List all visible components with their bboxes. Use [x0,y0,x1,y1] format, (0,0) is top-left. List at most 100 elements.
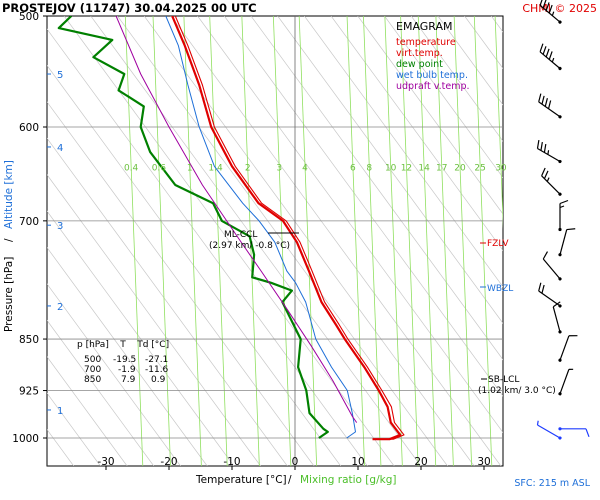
wind-barb [558,228,576,257]
wind-barb-flag [536,139,540,149]
mixing-ratio-line [417,16,437,466]
wind-barb-flag [541,167,546,177]
wet-bulb-line [165,16,356,439]
pressure-tick-label: 600 [19,122,39,134]
wind-barb-dot [558,66,562,71]
x-axis-label-mixing: Mixing ratio [g/kg] [300,474,396,486]
mixing-ratio-label: 25 [474,163,485,173]
wind-barb-dot [558,192,562,196]
isotherm-line [47,319,155,466]
isotherm-line [197,16,503,434]
y-axis-title: Pressure [hPa] / Altitude [km] [3,160,15,332]
wind-barb-dot [558,436,562,440]
fzlv-label: FZLV [487,239,509,249]
altitude-tick-labels: 1 2 3 4 5 [47,70,63,417]
pressure-tick-label: 1000 [12,433,39,445]
isotherm-line [170,16,502,466]
wind-barb [539,43,562,71]
wind-barb-half [536,420,539,426]
mixing-ratio-label: 1.4 [208,163,223,173]
temperature-line [171,16,402,441]
temperature-tick-label: -30 [97,456,114,468]
sb-lcl-annotation: SB-LCL (1.02 km/ 3.0 °C) [478,375,556,396]
wind-barb-staff [537,147,561,163]
wind-barb-staff [537,424,561,439]
wind-barb [542,251,562,281]
wind-barb-dot [558,392,562,396]
wind-barb-staff [559,335,570,361]
wind-barb-half [551,11,555,16]
isotherm-line [47,174,261,466]
wind-barb-flag [542,0,547,9]
wind-barb-flag [542,46,547,55]
ml-ccl-label: ML-CCL [224,230,257,240]
table-header: p [hPa] T Td [°C] [77,340,169,350]
mixing-ratio-label: 10 [385,163,397,173]
wind-barb-flag [547,100,552,109]
wind-barb-flag [585,428,590,438]
isotherm-line [330,16,503,252]
table-cell-td: -27.1 [145,355,168,365]
temperature-tick-label: -10 [223,456,240,468]
wind-barb [558,368,574,396]
mixing-ratio-line [298,16,318,466]
mixing-ratio-line [453,16,473,466]
wind-barb-flag [566,228,576,231]
table-cell-p: 850 [84,375,101,385]
isotherm-line [277,16,503,324]
wind-barb-flag [543,170,549,179]
isotherm-line [571,16,600,466]
mixing-ratio-line [152,16,171,466]
isotherm-line [47,28,368,466]
mixing-ratio-line [272,16,292,466]
wind-barb [536,420,562,440]
wind-barb-flag [548,51,553,60]
mixing-ratio-line [183,16,202,466]
mixing-ratio-label: 4 [302,163,308,173]
sounding-table: p [hPa] T Td [°C] 500 -19.5 -27.1 700 -1… [77,340,169,385]
isotherm-line [47,210,235,466]
legend-item-wet-bulb: wet bulb temp. [396,70,468,81]
updraft-virtual-temperature-line [115,16,358,423]
credit-label: CHMI © 2025 [522,2,597,15]
sb-lcl-value: (1.02 km/ 3.0 °C) [478,386,556,396]
isotherm-line [357,16,503,215]
virtual-temperature-line [174,16,405,440]
x-axis-title: Temperature [°C] / Mixing ratio [g/kg] [195,474,396,486]
mixing-ratio-label: 14 [418,163,430,173]
wind-barb-staff [538,290,561,307]
mixing-ratio-label: 8 [366,163,372,173]
table-cell-td: -11.6 [145,365,169,375]
wind-barbs [536,0,590,440]
pressure-tick-label: 500 [19,11,39,23]
wind-barb-dot [558,20,562,24]
pressure-tick-label: 925 [19,386,39,398]
wind-barb-dot [558,330,562,334]
wind-barb-half [547,150,550,155]
wind-barb [558,335,578,362]
ml-ccl-value: (2.97 km/ -0.8 °C) [209,241,290,251]
altitude-tick-label: 3 [57,221,63,232]
isotherm-line [47,64,341,466]
chart-header-title: PROSTEJOV (11747) 30.04.2025 00 UTC [2,1,257,15]
mixing-ratio-line [435,16,454,466]
mixing-ratio-label: 12 [401,163,412,173]
mixing-ratio-label: 1 [187,163,193,173]
temperature-tick-label: 0 [292,456,299,468]
altitude-tick-label: 1 [57,406,63,417]
sb-lcl-label: SB-LCL [488,375,519,385]
wind-barb [552,301,562,334]
legend-item-dew-point: dew point [396,59,443,70]
isotherm-line [47,283,181,466]
isotherm-line [545,16,600,466]
legend-item-virt-temp: virt.temp. [396,48,443,59]
mixing-ratio-label: 20 [454,163,466,173]
isotherm-line [143,16,475,466]
mixing-ratio-line [494,16,503,230]
isotherm-line [90,16,422,466]
temperature-tick-label: 30 [477,456,490,468]
altitude-tick-label: 5 [57,70,63,81]
pressure-tick-label: 700 [19,216,39,228]
wind-barb-half [546,177,550,182]
